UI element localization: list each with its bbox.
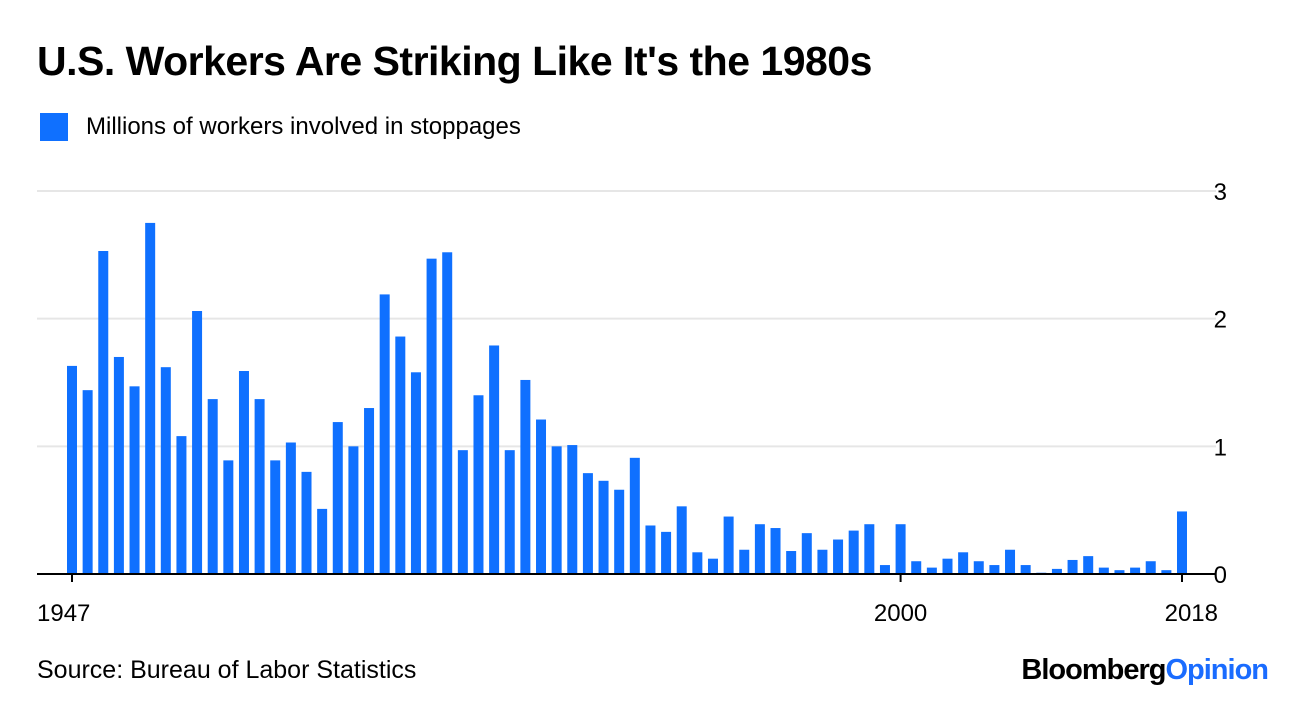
bar	[754, 524, 765, 574]
bar	[82, 390, 93, 574]
bar	[958, 552, 969, 574]
bar	[98, 251, 109, 574]
bar	[536, 419, 547, 574]
bar	[645, 525, 656, 574]
bar	[1114, 570, 1125, 574]
bar	[301, 471, 312, 574]
bar	[254, 399, 265, 574]
bar	[817, 549, 828, 574]
bar	[1145, 561, 1156, 574]
bar	[379, 294, 390, 574]
bar	[692, 552, 703, 574]
y-tick-label: 3	[1214, 179, 1227, 206]
x-axis	[37, 573, 1216, 582]
bar	[739, 549, 750, 574]
bar	[1051, 568, 1062, 574]
bar	[770, 528, 781, 574]
bar	[801, 533, 812, 574]
bar	[113, 356, 124, 574]
x-tick-label: 2018	[1165, 600, 1218, 627]
bar	[567, 445, 578, 574]
bar	[520, 379, 531, 574]
bar	[410, 372, 421, 574]
bar	[629, 457, 640, 574]
bar	[192, 311, 203, 574]
bar	[364, 408, 375, 574]
bar	[676, 506, 687, 574]
bar	[551, 446, 562, 574]
bar	[598, 480, 609, 574]
gridlines	[37, 190, 1216, 448]
bar	[707, 558, 718, 574]
bar	[238, 371, 249, 574]
bar	[661, 531, 672, 574]
brand-logo: BloombergOpinion	[1021, 654, 1269, 687]
bar	[879, 565, 890, 574]
bar	[332, 422, 343, 574]
bar	[895, 524, 906, 574]
tick-labels: 0 1 2 3 1947 2000 2018	[37, 179, 1227, 627]
bar	[473, 395, 484, 574]
bar	[426, 258, 437, 574]
bar	[1067, 559, 1078, 574]
bar	[786, 551, 797, 574]
brand-main: Bloomberg	[1021, 654, 1166, 686]
bar	[848, 530, 859, 574]
bar	[926, 567, 937, 574]
bar	[833, 539, 844, 574]
y-tick-label: 0	[1214, 562, 1227, 589]
bar	[614, 489, 625, 574]
bar	[223, 460, 234, 574]
bar	[176, 436, 187, 574]
bar	[1130, 567, 1141, 574]
bar	[504, 450, 515, 574]
x-tick-label: 1947	[37, 600, 90, 627]
bar	[864, 524, 875, 574]
bar	[67, 365, 77, 574]
bar	[1083, 556, 1094, 574]
bar	[1005, 549, 1016, 574]
bar	[1098, 567, 1109, 574]
bar	[723, 516, 734, 574]
x-tick-label: 2000	[874, 600, 927, 627]
bar	[395, 336, 406, 574]
bar	[911, 561, 922, 574]
bar	[989, 565, 1000, 574]
bar	[270, 460, 281, 574]
bar	[348, 446, 359, 574]
bar	[973, 561, 984, 574]
bar	[129, 386, 140, 574]
bar	[145, 222, 156, 574]
bar	[489, 345, 500, 574]
bar	[1161, 570, 1172, 574]
brand-accent: Opinion	[1165, 654, 1269, 686]
legend: Millions of workers involved in stoppage…	[40, 112, 521, 142]
bar	[442, 252, 453, 574]
legend-swatch	[40, 113, 68, 141]
bars	[67, 222, 1187, 574]
bar	[1177, 511, 1187, 574]
bar	[1020, 565, 1031, 574]
source-note: Source: Bureau of Labor Statistics	[37, 656, 417, 684]
legend-label: Millions of workers involved in stoppage…	[86, 113, 521, 140]
bar	[285, 442, 296, 574]
bar	[160, 367, 171, 574]
chart-title: U.S. Workers Are Striking Like It's the …	[37, 38, 872, 84]
y-tick-label: 1	[1214, 434, 1227, 461]
bar	[582, 473, 593, 574]
bar	[317, 508, 328, 574]
bar	[207, 399, 218, 574]
bar	[942, 558, 953, 574]
bar	[457, 450, 468, 574]
y-tick-label: 2	[1214, 307, 1227, 334]
